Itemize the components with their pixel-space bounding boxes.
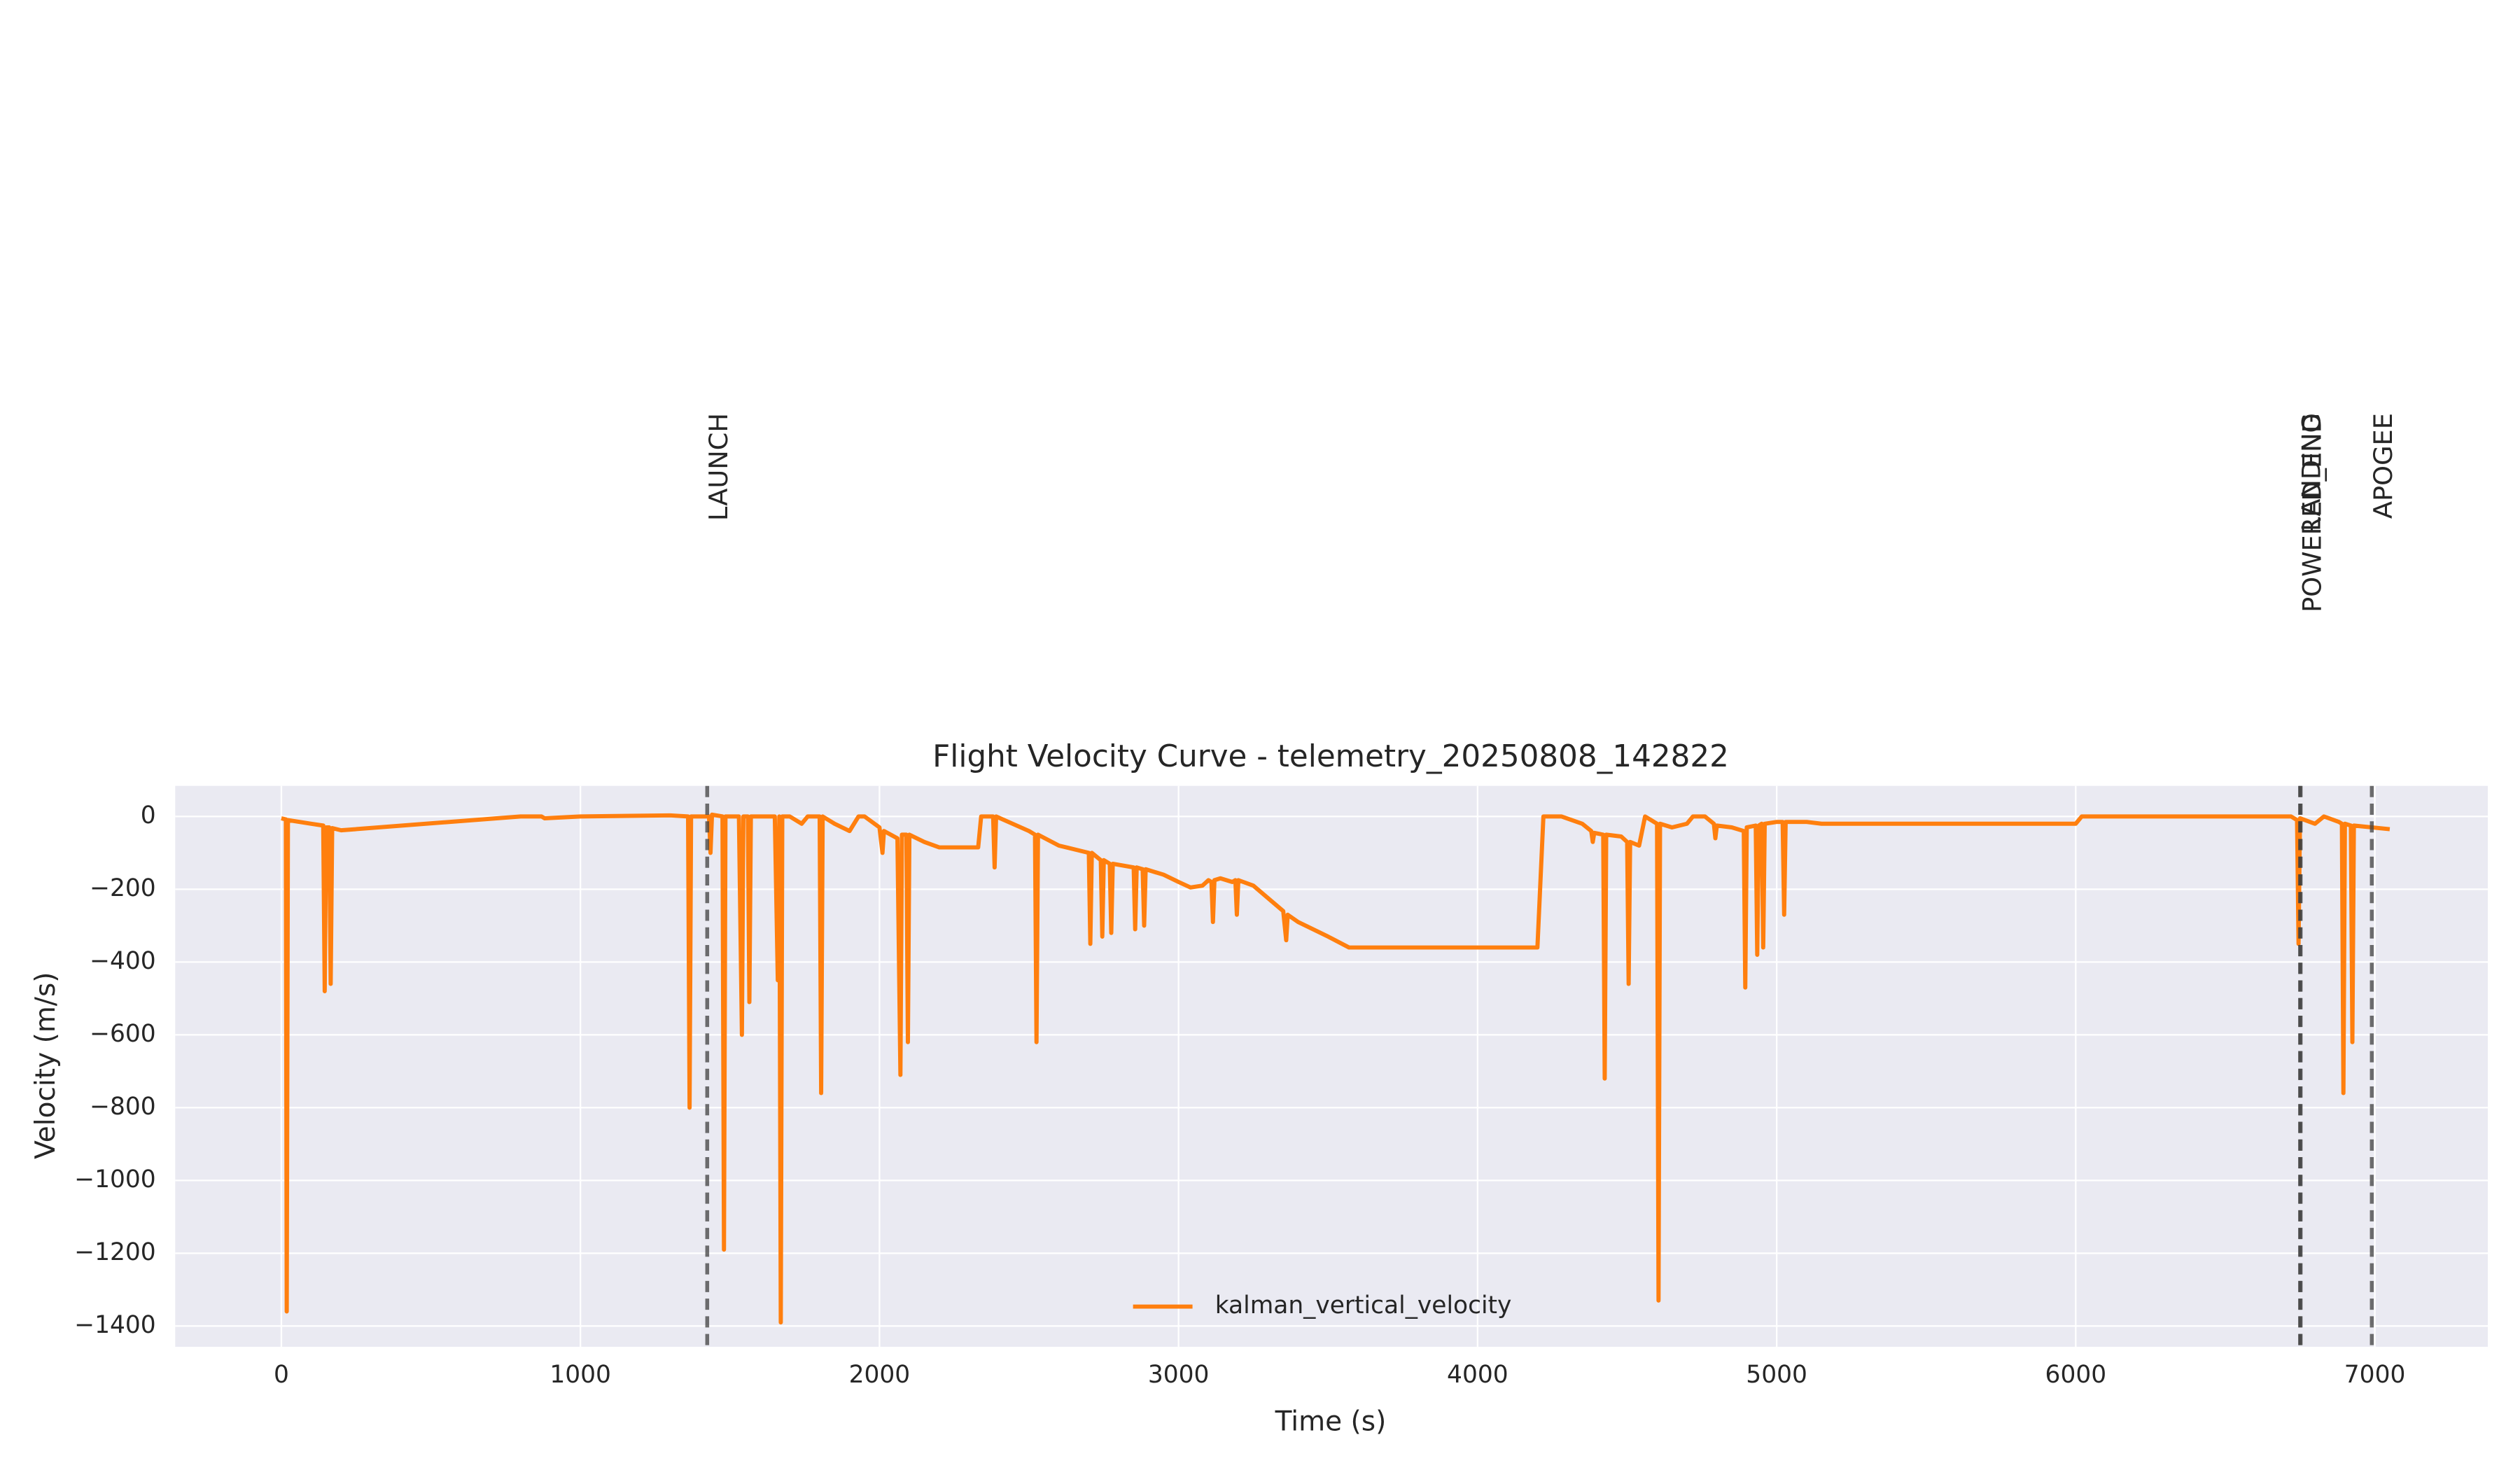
y-tick-label: −800	[90, 1093, 156, 1121]
y-tick-label: −600	[90, 1020, 156, 1048]
legend-label: kalman_vertical_velocity	[1215, 1292, 1512, 1320]
y-tick-label: 0	[141, 802, 156, 830]
x-tick-label: 6000	[2045, 1361, 2107, 1389]
event-label: APOGEE	[2368, 413, 2398, 519]
chart-title: Flight Velocity Curve - telemetry_202508…	[932, 739, 1729, 774]
data-line	[281, 812, 2390, 1325]
x-tick-label: 1000	[550, 1361, 611, 1389]
x-axis-label: Time (s)	[1275, 1406, 1387, 1437]
labels: 0 1000 2000 3000 4000 5000 6000 7000 0 −200 −400 −6…	[74, 413, 2405, 1389]
marks	[281, 785, 2390, 1347]
plot-area	[175, 785, 2488, 1347]
x-tick-label: 2000	[849, 1361, 911, 1389]
x-tick-label: 0	[274, 1361, 289, 1389]
y-axis-label: Velocity (m/s)	[30, 972, 62, 1159]
x-tick-label: 7000	[2344, 1361, 2406, 1389]
y-tick-label: −1400	[74, 1311, 155, 1339]
x-tick-label: 4000	[1447, 1361, 1508, 1389]
event-label: LANDING	[2297, 413, 2327, 531]
y-tick-label: −1200	[74, 1238, 155, 1266]
y-tick-label: −200	[90, 874, 156, 902]
event-label: POWERED_END	[2297, 413, 2327, 612]
x-tick-label: 3000	[1148, 1361, 1210, 1389]
event-label: LAUNCH	[704, 413, 734, 521]
y-tick-label: −400	[90, 947, 156, 975]
x-tick-label: 5000	[1746, 1361, 1807, 1389]
y-tick-label: −1000	[74, 1166, 155, 1194]
